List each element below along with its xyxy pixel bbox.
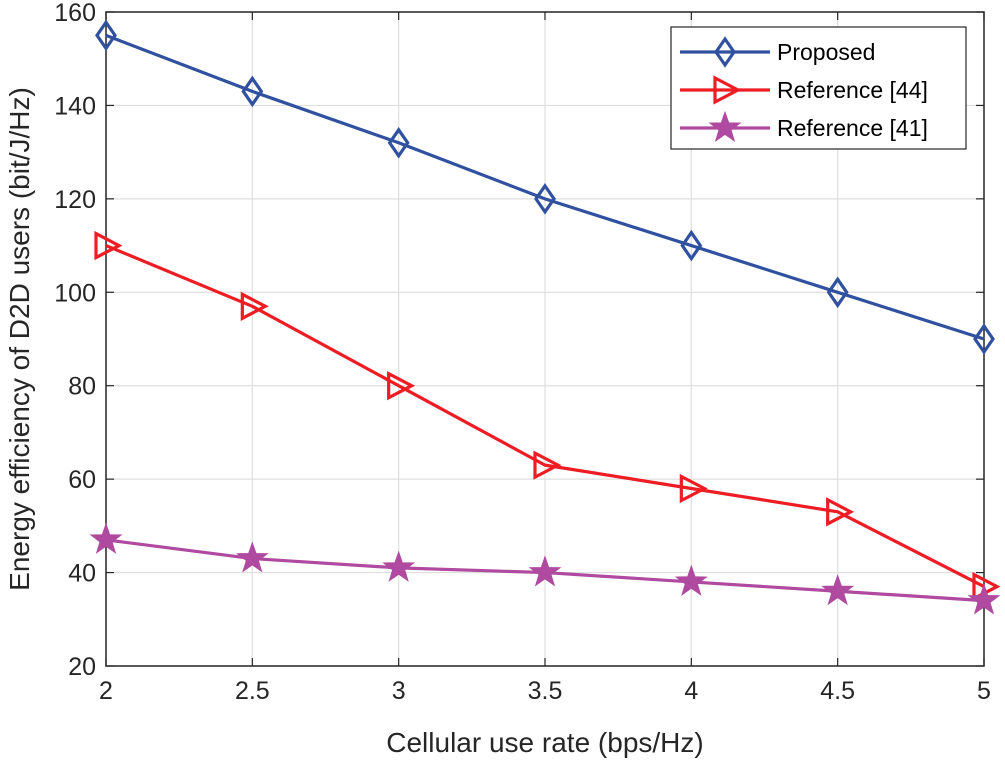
data-point <box>821 573 855 606</box>
x-tick-label: 2.5 <box>235 677 270 705</box>
y-tick-label: 40 <box>68 560 96 588</box>
y-tick-label: 20 <box>68 653 96 681</box>
legend-marker <box>708 110 742 142</box>
legend-entry: Reference [44] <box>680 75 928 105</box>
data-point <box>826 497 855 527</box>
legend-label: Reference [44] <box>777 77 928 103</box>
data-point <box>826 276 849 309</box>
data-point <box>533 450 562 480</box>
data-point <box>680 229 703 262</box>
legend-entry: Proposed <box>680 36 875 68</box>
y-axis-ticks: 20 40 60 80 100 120 140 160 <box>54 0 984 681</box>
legend-marker <box>714 36 736 68</box>
data-point <box>528 555 562 587</box>
legend-label: Reference [41] <box>777 115 928 141</box>
x-tick-label: 3.5 <box>528 677 563 705</box>
data-point <box>534 183 556 215</box>
x-tick-label: 2 <box>99 677 113 705</box>
series-reference-44 <box>94 230 1001 602</box>
data-point <box>241 75 264 108</box>
x-axis-label: Cellular use rate (bps/Hz) <box>386 727 703 758</box>
y-tick-label: 80 <box>68 373 96 401</box>
series-group <box>89 19 1001 615</box>
series-line <box>105 244 985 589</box>
x-tick-label: 4.5 <box>820 677 855 705</box>
x-axis-ticks: 2 2.5 3 3.5 4 4.5 5 <box>99 12 991 705</box>
x-tick-label: 4 <box>684 677 698 705</box>
legend-marker <box>713 75 742 105</box>
y-tick-label: 140 <box>54 92 96 120</box>
series-line <box>105 33 985 341</box>
legend-items: Proposed Reference [44] Reference [41] <box>680 36 928 142</box>
y-tick-label: 60 <box>68 466 96 494</box>
data-point <box>94 230 123 261</box>
legend: Proposed Reference [44] Reference [41] <box>670 26 967 150</box>
data-point <box>679 473 708 504</box>
y-axis-label: Energy efficiency of D2D users (bit/J/Hz… <box>4 87 35 591</box>
x-tick-label: 3 <box>392 677 406 705</box>
legend-entry: Reference [41] <box>680 110 928 142</box>
x-tick-label: 5 <box>977 677 991 705</box>
data-point <box>674 564 708 596</box>
data-point <box>89 522 123 554</box>
legend-label: Proposed <box>777 39 875 65</box>
data-point <box>235 541 269 573</box>
y-tick-label: 120 <box>54 186 96 214</box>
y-tick-label: 160 <box>54 0 96 27</box>
data-point <box>967 583 1001 615</box>
series-reference-41 <box>89 522 1001 615</box>
data-point <box>973 323 995 355</box>
series-proposed <box>95 19 995 355</box>
data-point <box>387 126 410 159</box>
data-point <box>95 19 117 52</box>
data-point <box>382 550 416 582</box>
data-point <box>240 291 269 321</box>
data-point <box>387 371 416 401</box>
y-tick-label: 100 <box>54 279 96 307</box>
